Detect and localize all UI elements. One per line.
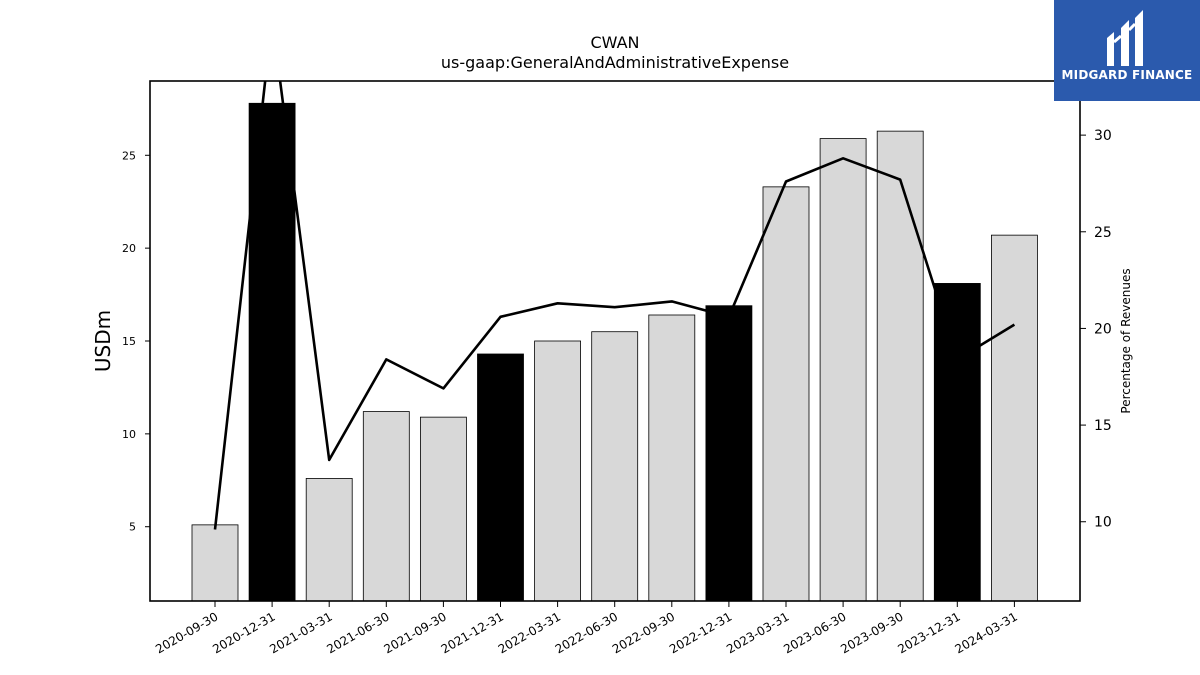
y2-tick-label: 25 [1094,225,1112,241]
percentage-line [213,81,1016,530]
y2-tick-label: 10 [1094,515,1112,531]
x-tick-label: 2022-06-30 [553,609,620,656]
bar-2024-03-31 [991,234,1038,602]
x-tick-label: 2022-12-31 [667,609,734,656]
y2-tick-label: 20 [1094,321,1112,337]
x-tick-label: 2024-03-31 [952,609,1019,656]
bar-2023-09-30 [876,130,924,602]
bar-2020-09-30 [191,524,239,602]
bar-2022-12-31 [705,305,753,602]
y-tick-label: 5 [129,521,136,534]
x-tick-label: 2022-03-31 [496,609,563,656]
bar-2023-03-31 [762,186,810,602]
x-axis: 2020-09-302020-12-312021-03-312021-06-30… [153,601,1020,656]
bar-2022-06-30 [591,331,639,602]
x-tick-label: 2020-09-30 [153,609,220,656]
y2-tick-label: 30 [1094,128,1112,144]
y-tick-label: 25 [122,149,136,162]
y-axis-left: 5 10 15 20 25 [122,149,150,534]
bar-2023-12-31 [933,283,981,602]
x-tick-label: 2023-09-30 [838,609,905,656]
y-tick-label: 20 [122,242,136,255]
y2-tick-label: 15 [1094,418,1112,434]
chart-subtitle: us-gaap:GeneralAndAdministrativeExpense [441,53,789,72]
bar-2021-12-31 [477,353,524,602]
chart-title: CWAN [590,33,639,52]
bar-2020-12-31 [248,102,296,602]
brand-logo: MIDGARD FINANCE [1054,0,1200,101]
bar-2023-06-30 [819,138,867,602]
x-tick-label: 2021-03-31 [267,609,334,656]
x-tick-label: 2023-03-31 [724,609,791,656]
bar-2021-06-30 [362,411,410,602]
y2-axis-label: Percentage of Revenues [1119,268,1133,413]
y-tick-label: 15 [122,335,136,348]
x-tick-label: 2022-09-30 [610,609,677,656]
midgard-logo-icon [1107,10,1143,66]
y-axis-label: USDm [91,310,115,372]
x-tick-label: 2023-06-30 [781,609,848,656]
bar-2022-09-30 [648,314,696,602]
x-tick-label: 2021-09-30 [381,609,448,656]
logo-text: MIDGARD FINANCE [1061,68,1193,82]
y-axis-right: 10 15 20 25 30 [1080,128,1112,531]
bar-2021-09-30 [419,416,467,602]
y-tick-label: 10 [122,428,136,441]
line-layer [213,81,1016,530]
x-tick-label: 2023-12-31 [895,609,962,656]
x-tick-label: 2021-06-30 [324,609,391,656]
bar-2022-03-31 [534,340,581,602]
x-tick-label: 2021-12-31 [439,609,506,656]
bar-group [191,102,1038,602]
x-tick-label: 2020-12-31 [210,609,277,656]
bar-2021-03-31 [305,478,353,602]
